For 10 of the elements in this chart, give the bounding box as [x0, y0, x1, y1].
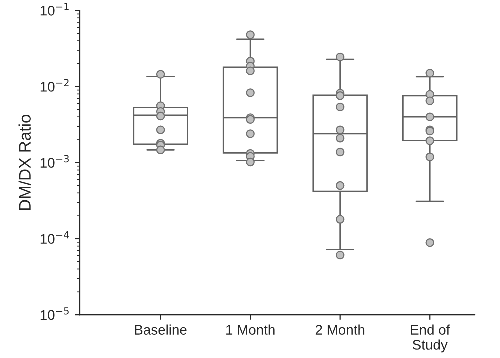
- x-tick-label: 1 Month: [226, 324, 275, 335]
- x-tick-label: 2 Month: [316, 324, 365, 335]
- y-tick-label: 10$^{−5}$: [40, 308, 69, 320]
- x-tick-label: End of Study: [411, 324, 450, 353]
- y-tick-label: 10$^{−2}$: [40, 79, 69, 92]
- y-axis-title: DM/DX Ratio: [18, 114, 32, 210]
- y-tick-label: 10$^{−4}$: [40, 232, 70, 244]
- y-tick-label: 10$^{−3}$: [40, 155, 69, 168]
- x-tick-label: Baseline: [135, 324, 187, 335]
- y-tick-label: 10$^{−1}$: [40, 3, 69, 16]
